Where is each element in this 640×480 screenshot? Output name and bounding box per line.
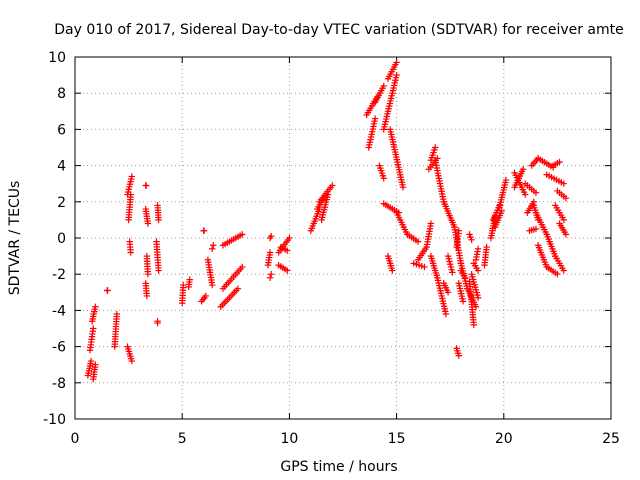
data-point <box>393 59 400 66</box>
y-tick-label: 8 <box>57 86 66 102</box>
data-point <box>128 173 136 180</box>
data-point <box>284 247 291 254</box>
data-point <box>155 216 162 224</box>
x-tick-label: 10 <box>280 431 298 447</box>
data-point <box>144 271 152 278</box>
data-point <box>474 294 482 301</box>
data-point <box>155 267 162 274</box>
data-point <box>468 236 475 244</box>
data-point <box>90 325 97 332</box>
data-point <box>380 175 387 182</box>
data-point <box>234 285 242 292</box>
data-point <box>442 310 450 318</box>
y-tick-label: -6 <box>52 340 66 356</box>
data-point <box>556 158 563 166</box>
data-point <box>266 274 274 282</box>
data-point <box>267 232 275 240</box>
data-point <box>474 267 482 274</box>
data-point <box>127 191 134 198</box>
data-point <box>210 242 217 249</box>
data-point <box>483 243 490 251</box>
data-point <box>113 310 121 318</box>
data-point <box>455 352 462 359</box>
data-point <box>393 71 400 79</box>
data-point <box>154 319 161 327</box>
data-point <box>519 166 527 173</box>
data-point <box>502 176 510 184</box>
y-tick-label: -10 <box>43 412 66 428</box>
data-point <box>209 281 216 289</box>
y-axis-label: SDTVAR / TECUs <box>7 181 23 296</box>
data-point <box>498 207 505 215</box>
x-tick-label: 20 <box>495 431 513 447</box>
data-point <box>324 191 332 198</box>
data-point <box>431 144 439 151</box>
x-tick-label: 25 <box>602 431 620 447</box>
data-point <box>202 292 209 300</box>
data-point <box>459 298 467 305</box>
data-point <box>522 191 529 198</box>
data-point <box>200 227 208 234</box>
data-point <box>144 220 152 227</box>
data-point <box>371 115 379 122</box>
data-point <box>380 82 387 90</box>
plot-frame <box>74 56 612 420</box>
data-point <box>142 182 150 189</box>
data-point <box>560 267 568 274</box>
data-points <box>84 59 570 383</box>
data-point <box>474 245 482 253</box>
data-point <box>92 361 99 368</box>
y-tick-label: 10 <box>48 50 66 66</box>
data-point <box>286 234 293 242</box>
x-tick-label: 5 <box>178 431 187 447</box>
data-point <box>444 289 452 296</box>
y-tick-label: 4 <box>57 159 66 175</box>
y-tick-label: 0 <box>57 231 66 247</box>
data-point <box>329 182 336 189</box>
data-point <box>389 267 396 274</box>
grid <box>75 57 611 419</box>
x-tick-label: 0 <box>71 431 80 447</box>
data-point <box>267 271 275 278</box>
y-tick-label: 6 <box>57 122 66 138</box>
chart-title: Day 010 of 2017, Sidereal Day-to-day VTE… <box>54 22 624 38</box>
data-point <box>449 269 456 276</box>
data-point <box>104 287 111 294</box>
data-point <box>128 357 136 365</box>
y-tick-label: 2 <box>57 195 66 211</box>
data-point <box>239 263 246 271</box>
x-axis-label: GPS time / hours <box>280 459 397 475</box>
data-point <box>284 267 291 274</box>
data-point <box>92 303 99 310</box>
data-point <box>532 225 540 233</box>
data-point <box>127 249 134 256</box>
data-point <box>470 321 477 329</box>
x-tick-label: 15 <box>388 431 406 447</box>
y-tick-label: -2 <box>52 267 66 283</box>
data-point <box>414 238 422 245</box>
data-point <box>239 231 246 238</box>
data-point <box>462 274 469 282</box>
data-point <box>399 184 407 191</box>
data-point <box>554 271 561 278</box>
data-point <box>186 276 193 283</box>
data-point <box>266 249 274 256</box>
data-point <box>455 227 462 234</box>
data-point <box>143 292 151 300</box>
data-point <box>180 281 187 289</box>
data-point <box>209 245 216 253</box>
data-point <box>562 231 570 238</box>
data-point <box>532 189 540 196</box>
y-tick-label: -4 <box>52 303 66 319</box>
data-point <box>427 220 435 227</box>
y-tick-label: -8 <box>52 376 66 392</box>
data-point <box>87 357 95 365</box>
data-point <box>560 216 568 224</box>
data-point <box>562 194 570 202</box>
data-point <box>560 180 568 187</box>
data-point <box>421 263 428 271</box>
